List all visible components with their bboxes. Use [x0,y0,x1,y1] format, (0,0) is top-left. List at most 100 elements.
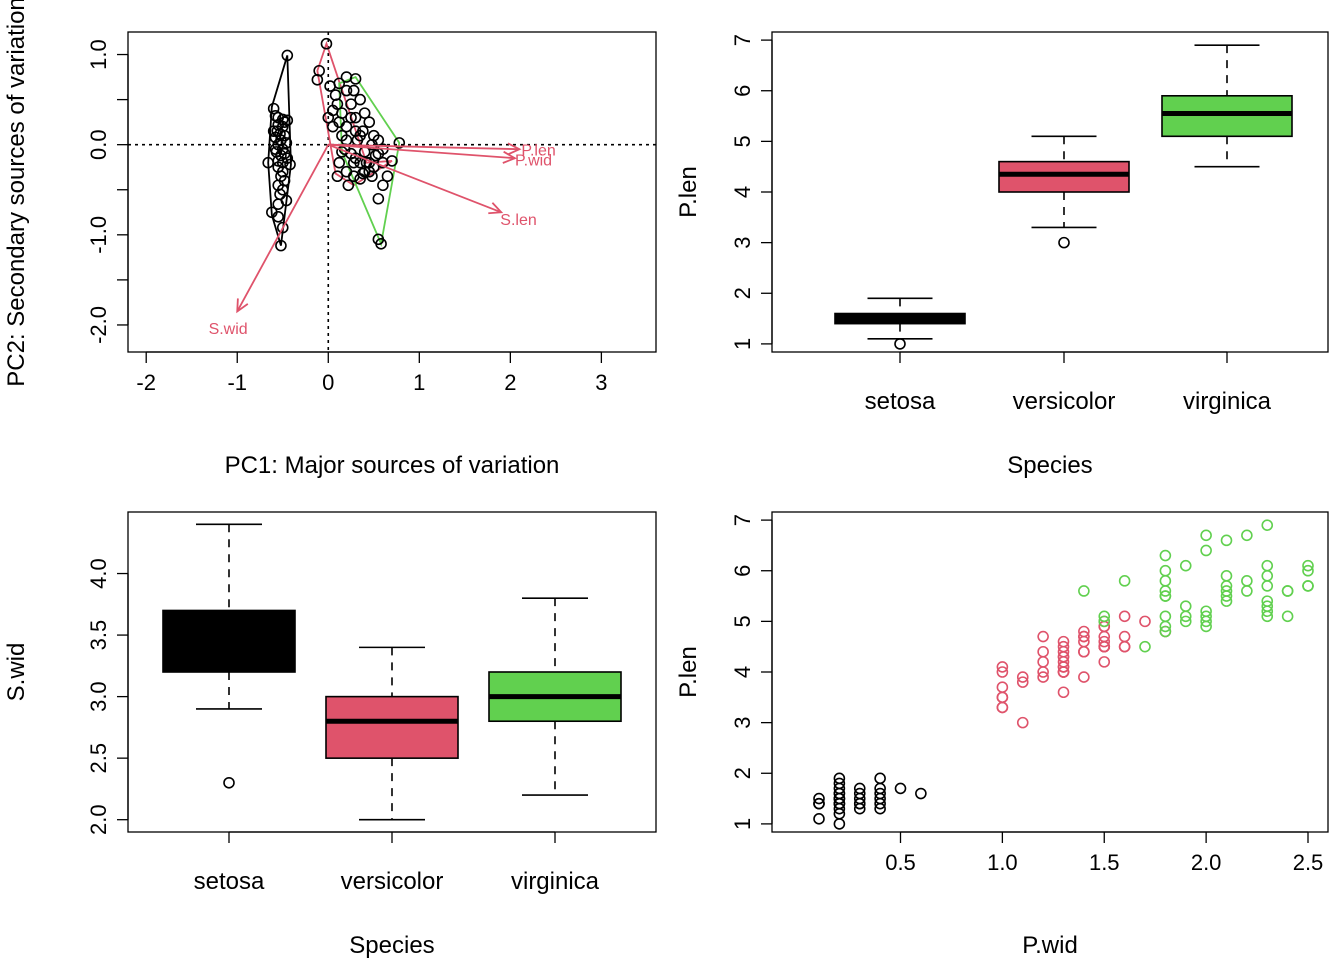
point-versicolor [1057,686,1070,699]
box-body [998,160,1130,193]
point-virginica [1281,585,1294,597]
point-virginica [1179,559,1192,572]
y-axis-label: P.len [675,646,702,698]
loading-arrow-P.len [328,143,520,151]
y-tick-label: 6 [730,85,755,97]
loading-arrow-S.wid [236,144,330,312]
point-versicolor [1118,610,1131,623]
x-tick-label: 0.5 [885,850,916,875]
point-setosa [833,818,846,830]
x-tick-label: virginica [1183,388,1272,415]
y-tick-label: 3 [730,717,755,729]
point-virginica [1200,605,1212,618]
point-versicolor [1016,716,1029,729]
y-tick-label: 2 [730,767,755,779]
y-axis-label: S.wid [3,643,30,702]
y-axis: 1 2 3 4 5 6 7 [730,514,773,830]
point-versicolor [1037,671,1049,683]
loading-label: S.len [500,212,536,229]
point-virginica [1220,534,1233,547]
point-versicolor [331,170,344,183]
point-versicolor [1037,630,1049,643]
point-setosa [275,239,287,252]
panel-swid-boxplot: 2.0 2.5 3.0 3.5 4.0 setosa versicolor virginica… [3,511,657,959]
point-versicolor [342,179,355,192]
x-tick-label: setosa [194,868,265,895]
point-virginica [363,116,376,128]
y-tick-label: 6 [730,565,755,577]
x-tick-label: 3 [595,370,607,395]
point-setosa [269,143,282,155]
y-tick-label: 1 [730,818,755,830]
series-virginica [1078,519,1314,653]
point-setosa [833,772,846,785]
point-setosa [833,792,846,805]
y-tick-label: 7 [730,514,755,526]
x-tick-label: versicolor [1013,388,1116,415]
y-tick-label: 2 [730,287,755,299]
y-tick-label: 1.0 [86,39,111,70]
x-tick-label: versicolor [341,868,444,895]
y-axis-label: P.len [675,166,702,218]
box-versicolor [998,135,1130,249]
point-virginica [1281,610,1294,623]
point-virginica [1159,625,1172,638]
point-virginica [1261,559,1274,572]
x-axis: setosa versicolor virginica [194,831,600,895]
point-setosa [813,792,825,805]
point-virginica [1159,590,1172,602]
point-virginica [1159,575,1172,587]
point-versicolor [377,156,389,169]
point-virginica [1139,640,1151,653]
point-setosa [262,156,274,169]
point-virginica [381,170,394,183]
x-axis-label: PC1: Major sources of variation [225,452,560,479]
y-tick-label: 0.0 [86,129,111,160]
point-versicolor [996,666,1009,678]
box-body [1161,94,1293,138]
point-versicolor [320,37,333,50]
loading-arrowhead [502,150,517,164]
box-virginica [488,597,622,796]
point-virginica [1118,575,1131,587]
point-versicolor [333,156,346,169]
point-versicolor [1078,645,1090,658]
point-virginica [1220,569,1233,582]
point-versicolor [1078,635,1090,648]
point-virginica [1302,559,1314,572]
point-virginica [369,149,382,162]
series-versicolor [996,610,1172,729]
point-virginica [349,111,362,124]
box-outlier [894,338,906,350]
point-versicolor [1098,630,1111,643]
point-versicolor [1037,656,1049,668]
point-versicolor [1057,661,1070,673]
x-tick-label: setosa [865,388,936,415]
point-setosa [276,221,289,234]
point-virginica [347,156,360,169]
point-setosa [813,797,825,810]
point-virginica [1261,580,1274,592]
y-tick-label: 4.0 [86,558,111,589]
x-axis: setosa versicolor virginica [865,351,1272,415]
loading-label: P.wid [515,153,552,170]
point-virginica [1302,580,1314,592]
point-versicolor [1016,676,1029,688]
point-virginica [345,98,357,110]
point-versicolor [1078,630,1090,643]
point-virginica [1159,610,1172,623]
point-virginica [1078,585,1090,597]
point-setosa [267,125,280,137]
x-tick-label: 2 [504,370,516,395]
point-virginica [1200,620,1212,633]
box-setosa [162,523,296,789]
y-tick-label: 2.0 [86,804,111,835]
point-virginica [358,107,371,119]
loading-arrowhead [488,202,504,215]
point-versicolor [345,111,357,124]
point-virginica [1302,564,1314,577]
point-virginica [340,120,353,133]
point-versicolor [1098,635,1111,648]
